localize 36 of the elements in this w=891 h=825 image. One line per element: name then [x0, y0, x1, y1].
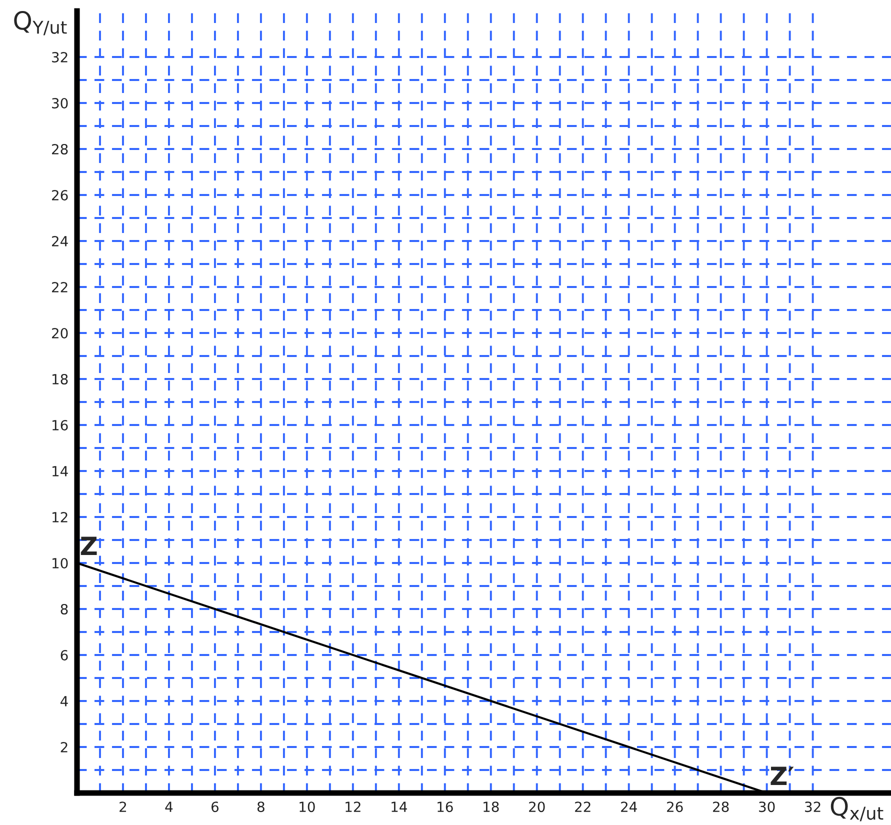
- x-tick-label: 30: [759, 802, 775, 812]
- x-tick-label: 12: [346, 802, 360, 812]
- x-tick-label: 32: [805, 802, 820, 812]
- x-tick-label: 24: [621, 802, 637, 812]
- y-tick-label: 16: [52, 420, 68, 430]
- x-tick-label: 10: [300, 802, 315, 812]
- y-tick-label: 4: [60, 696, 68, 706]
- y-tick-label: 20: [52, 328, 68, 338]
- y-tick-label: 30: [52, 98, 68, 108]
- y-tick-label: 28: [52, 144, 68, 154]
- x-tick-label: 6: [212, 802, 219, 812]
- y-tick-label: 18: [52, 374, 68, 384]
- x-tick-label: 18: [484, 802, 499, 812]
- y-tick-label: 26: [52, 190, 68, 200]
- x-tick-label: 2: [120, 802, 126, 812]
- y-tick-label: 2: [60, 742, 68, 752]
- y-axis-title: Q$_{Y/ut}$: [14, 11, 67, 36]
- annotation: Z′: [770, 766, 794, 786]
- y-tick-label: 24: [52, 236, 68, 246]
- x-tick-label: 4: [165, 802, 173, 812]
- x-axis-title: Q$_{x/ut}$: [830, 796, 884, 822]
- x-tick-label: 28: [713, 802, 729, 812]
- x-tick-label: 26: [667, 802, 683, 812]
- x-tick-label: 16: [438, 802, 453, 812]
- y-tick-label: 32: [52, 52, 68, 62]
- y-tick-label: 14: [52, 466, 68, 476]
- y-tick-label: 6: [60, 650, 68, 660]
- x-tick-label: 8: [257, 802, 264, 812]
- x-tick-label: 14: [392, 802, 407, 812]
- x-tick-label: 22: [575, 802, 590, 812]
- x-tick-label: 20: [529, 802, 545, 812]
- y-tick-label: 8: [60, 604, 68, 614]
- y-tick-label: 10: [52, 558, 68, 568]
- annotation: Z: [80, 536, 97, 556]
- y-tick-label: 12: [52, 512, 68, 522]
- y-tick-label: 22: [52, 282, 68, 292]
